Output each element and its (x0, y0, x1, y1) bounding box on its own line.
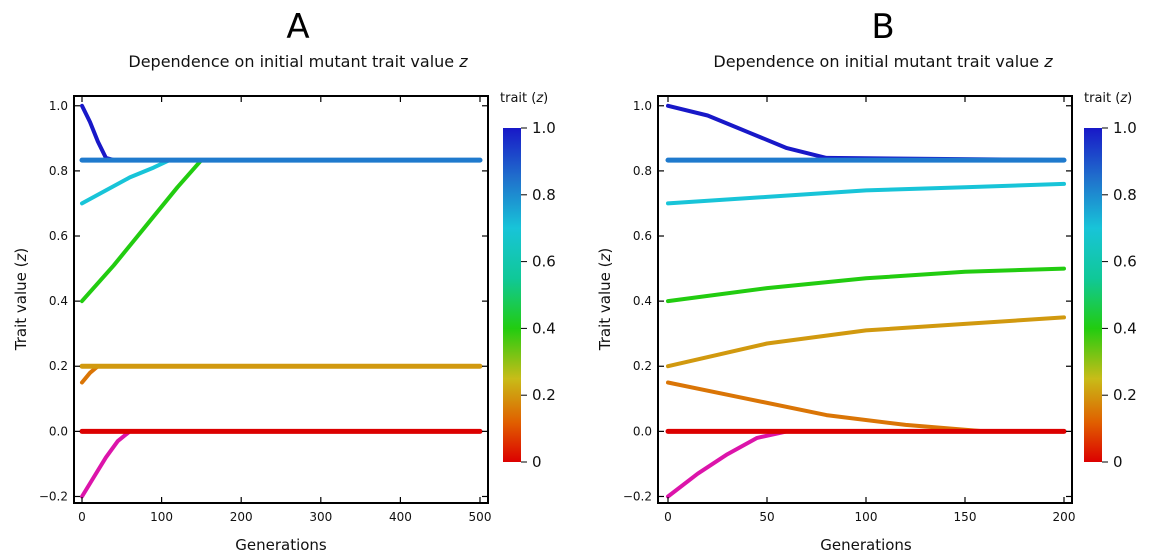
colorbar-ticks: 0 0.2 0.4 0.6 0.8 1.0 (521, 119, 556, 471)
y-tick-label: 1.0 (49, 99, 68, 113)
y-tick-label: 0.4 (633, 294, 652, 308)
axis-ticks: 0 100 200 300 400 500 −0.2 0.0 0.2 0.4 0.6 0.8 1.0 (39, 96, 492, 524)
y-tick-label: 0.4 (49, 294, 68, 308)
x-tick-label: 400 (389, 510, 412, 524)
y-tick-label: −0.2 (623, 489, 652, 503)
panel-title: Dependence on initial mutant trait value… (128, 52, 468, 71)
colorbar-tick-label: 0.6 (1113, 253, 1137, 271)
x-tick-label: 0 (664, 510, 672, 524)
y-tick-label: 1.0 (633, 99, 652, 113)
colorbar-tick-label: 0.4 (1113, 319, 1137, 337)
panel-b: B Dependence on initial mutant trait val… (596, 7, 1137, 554)
y-tick-label: 0.0 (49, 424, 68, 438)
x-tick-label: 500 (469, 510, 492, 524)
y-tick-label: 0.8 (633, 164, 652, 178)
colorbar-tick-label: 0.8 (532, 186, 556, 204)
colorbar-tick-label: 1.0 (532, 119, 556, 137)
trajectory (666, 429, 1066, 499)
x-tick-label: 150 (954, 510, 977, 524)
trajectory (666, 380, 1066, 434)
x-tick-label: 200 (1053, 510, 1076, 524)
x-tick-label: 50 (759, 510, 774, 524)
plot-area (665, 103, 1067, 499)
x-axis-title: Generations (820, 536, 912, 554)
y-axis-title: Trait value (z) (596, 248, 614, 351)
x-tick-label: 300 (309, 510, 332, 524)
y-tick-label: 0.6 (49, 229, 68, 243)
trajectory (80, 158, 482, 206)
trajectory (666, 315, 1066, 369)
y-tick-label: 0.6 (633, 229, 652, 243)
y-tick-label: 0.8 (49, 164, 68, 178)
colorbar-title: trait (z) (1084, 91, 1132, 106)
colorbar (503, 128, 521, 462)
panel-a: A Dependence on initial mutant trait val… (12, 7, 556, 554)
colorbar-tick-label: 0.8 (1113, 186, 1137, 204)
colorbar-tick-label: 0 (532, 453, 542, 471)
x-axis-title: Generations (235, 536, 327, 554)
colorbar-tick-label: 0 (1113, 453, 1123, 471)
colorbar-tick-label: 0.4 (532, 319, 556, 337)
axis-ticks: 0 50 100 150 200 −0.2 0.0 0.2 0.4 0.6 0.8 1.0 (623, 96, 1076, 524)
x-tick-label: 100 (150, 510, 173, 524)
x-tick-label: 0 (78, 510, 86, 524)
y-axis-title: Trait value (z) (12, 248, 30, 351)
x-tick-label: 100 (855, 510, 878, 524)
trajectory (80, 429, 482, 499)
y-tick-label: −0.2 (39, 489, 68, 503)
plot-frame (657, 95, 1073, 504)
trajectory (666, 181, 1066, 206)
colorbar-tick-label: 0.2 (532, 386, 556, 404)
colorbar (1084, 128, 1102, 462)
plot-area (79, 103, 483, 499)
colorbar-title: trait (z) (500, 91, 548, 106)
panel-letter: B (871, 7, 894, 47)
trajectory (80, 103, 482, 163)
trajectory (80, 158, 482, 304)
panel-title: Dependence on initial mutant trait value… (713, 52, 1053, 71)
y-tick-label: 0.2 (633, 359, 652, 373)
x-tick-label: 200 (230, 510, 253, 524)
colorbar-ticks: 0 0.2 0.4 0.6 0.8 1.0 (1102, 119, 1137, 471)
y-tick-label: 0.2 (49, 359, 68, 373)
panel-letter: A (286, 7, 309, 47)
trajectory (666, 103, 1066, 163)
plot-frame (73, 95, 489, 504)
y-tick-label: 0.0 (633, 424, 652, 438)
colorbar-tick-label: 0.6 (532, 253, 556, 271)
trajectory (666, 266, 1066, 304)
colorbar-tick-label: 0.2 (1113, 386, 1137, 404)
colorbar-tick-label: 1.0 (1113, 119, 1137, 137)
